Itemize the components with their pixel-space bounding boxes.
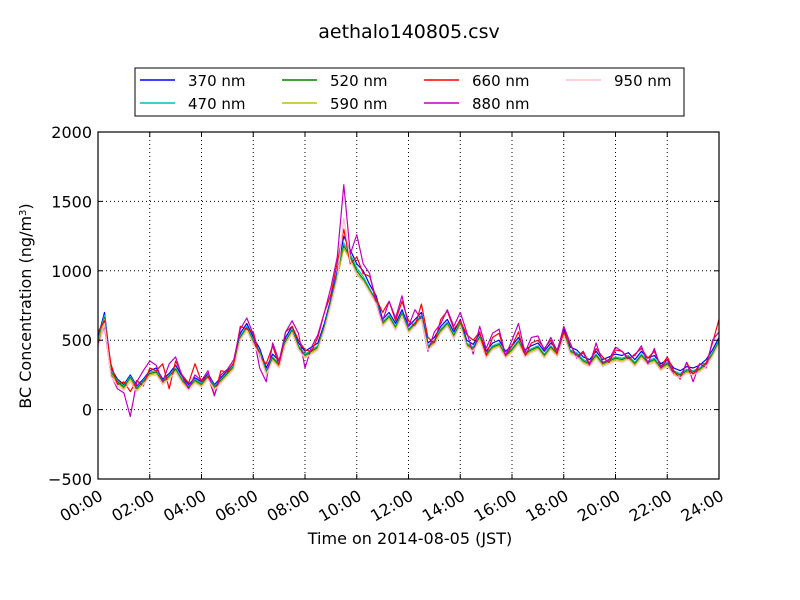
series-line-950-nm [97,217,720,393]
axis-ticks [97,131,720,480]
legend: 370 nm 470 nm 520 nm 590 nm 660 nm 880 nm 950 … [134,67,685,117]
series-lines [97,184,720,418]
legend-label-950-nm: 950 nm [614,72,672,90]
y-tick-label: −500 [48,470,92,489]
chart-title: aethalo140805.csv [318,21,500,43]
y-axis-label-superscript: 3 [18,210,29,216]
legend-label-470-nm: 470 nm [188,95,246,113]
y-tick-label: 500 [61,331,92,350]
y-axis-label: BC Concentration (ng/m3) [16,203,35,408]
plot-area [97,131,720,480]
legend-label-370-nm: 370 nm [188,72,246,90]
y-tick-label: 1000 [51,262,92,281]
legend-label-660-nm: 660 nm [472,72,530,90]
y-axis-label-main: BC Concentration (ng/m [16,216,35,409]
series-line-880-nm [97,184,720,418]
legend-entries: 370 nm 470 nm 520 nm 590 nm 660 nm 880 nm 950 … [140,72,672,113]
legend-box [134,67,685,117]
legend-label-520-nm: 520 nm [330,72,388,90]
y-tick-label: 1500 [51,192,92,211]
y-tick-labels: −500 0 500 1000 1500 2000 [48,123,92,489]
y-tick-label: 0 [82,401,92,420]
legend-label-590-nm: 590 nm [330,95,388,113]
legend-label-880-nm: 880 nm [472,95,530,113]
series-line-660-nm [97,228,720,397]
y-axis-label-close: ) [16,203,35,209]
y-tick-label: 2000 [51,123,92,142]
x-axis-label: Time on 2014-08-05 (JST) [307,529,512,548]
